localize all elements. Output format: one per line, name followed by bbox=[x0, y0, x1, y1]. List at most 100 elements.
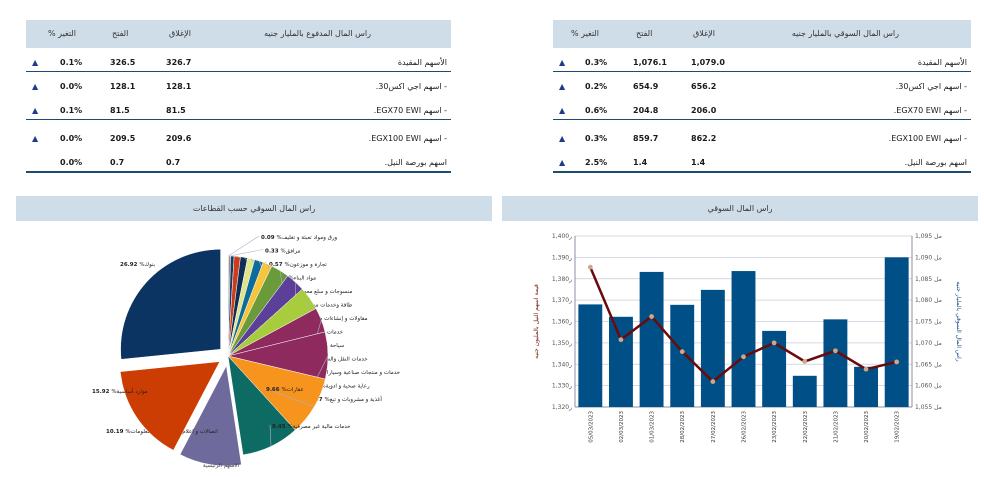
slice-label: 7.67 %أغذية و مشروبات و تبغ bbox=[309, 395, 382, 403]
x-tick-label: 22/02/2023 bbox=[803, 411, 809, 443]
row-label: - اسهم EGX100 EWI. bbox=[889, 134, 967, 143]
close-value: 206.0 bbox=[691, 106, 716, 115]
change-value: 0.3% bbox=[585, 134, 607, 143]
table-row: - اسهم EGX100 EWI. 209.6 209.5 0.0% ▲ bbox=[26, 128, 451, 150]
close-value: 656.2 bbox=[691, 82, 716, 91]
line-point bbox=[833, 348, 838, 353]
line-point bbox=[710, 379, 715, 384]
change-value: 0.0% bbox=[60, 82, 82, 91]
row-label: - اسهم اجي اكس30. bbox=[376, 82, 447, 91]
open-value: 204.8 bbox=[633, 106, 658, 115]
up-arrow-icon: ▲ bbox=[559, 158, 565, 167]
slice-label: 26.92 %بنوك bbox=[120, 262, 156, 268]
close-value: 0.7 bbox=[166, 158, 180, 167]
up-arrow-icon: ▲ bbox=[32, 106, 38, 115]
row-label: اسهم بورصة النيل. bbox=[905, 158, 967, 167]
open-value: 1.4 bbox=[633, 158, 647, 167]
header-close: الإغلاق bbox=[169, 29, 191, 38]
open-value: 209.5 bbox=[110, 134, 135, 143]
pie-caption: الاسهم الرئيسية bbox=[203, 463, 240, 469]
open-value: 859.7 bbox=[633, 134, 658, 143]
left-tick-label: 1,380ر bbox=[552, 276, 572, 283]
open-value: 128.1 bbox=[110, 82, 135, 91]
slice-label: 9.66 %عقارات bbox=[266, 387, 304, 393]
up-arrow-icon: ▲ bbox=[32, 134, 38, 143]
bar bbox=[640, 272, 664, 407]
slice-label: 15.92 %موارد أساسية bbox=[92, 387, 148, 395]
open-value: 654.9 bbox=[633, 82, 658, 91]
x-tick-label: 19/02/2023 bbox=[895, 411, 901, 443]
change-value: 0.1% bbox=[60, 58, 82, 67]
change-value: 0.0% bbox=[60, 134, 82, 143]
line-point bbox=[802, 359, 807, 364]
x-tick-label: 27/02/2023 bbox=[711, 411, 717, 443]
row-label: - اسهم اجي اكس30. bbox=[896, 82, 967, 91]
table-header: راس المال السوقي بالمليار جنيه الإغلاق ا… bbox=[553, 20, 971, 48]
row-divider bbox=[553, 171, 971, 173]
line-point bbox=[894, 359, 899, 364]
close-value: 209.6 bbox=[166, 134, 191, 143]
x-tick-label: 05/03/2023 bbox=[588, 411, 594, 443]
panel-title: راس المال السوقي bbox=[502, 196, 978, 221]
market-cap-table: راس المال السوقي بالمليار جنيه الإغلاق ا… bbox=[553, 20, 971, 48]
row-label: - اسهم EGX70 EWI. bbox=[894, 106, 967, 115]
right-tick-label: مل 1,065 bbox=[915, 361, 942, 368]
row-label: - اسهم EGX70 EWI. bbox=[374, 106, 447, 115]
bar bbox=[670, 305, 694, 407]
table-row: - اسهم اجي اكس30. 656.2 654.9 0.2% ▲ bbox=[553, 76, 971, 98]
open-value: 1,076.1 bbox=[633, 58, 667, 67]
row-label: الأسهم المقيدة bbox=[398, 58, 447, 67]
row-divider bbox=[26, 119, 451, 120]
bar bbox=[578, 304, 602, 407]
right-tick-label: مل 1,055 bbox=[915, 404, 942, 411]
slice-label: 0.57 %تجارة و موزعون bbox=[269, 262, 327, 268]
change-value: 0.2% bbox=[585, 82, 607, 91]
line-point bbox=[864, 367, 869, 372]
change-value: 0.1% bbox=[60, 106, 82, 115]
right-axis-title: راس المال السوقي بالمليار جنيه bbox=[955, 281, 962, 361]
left-tick-label: 1,360ر bbox=[552, 319, 572, 326]
header-change: % التغير bbox=[48, 29, 76, 38]
bar bbox=[793, 376, 817, 407]
panel-title: راس المال السوقي حسب القطاعات bbox=[16, 196, 492, 221]
bar bbox=[854, 367, 878, 407]
right-tick-label: مل 1,090 bbox=[915, 254, 942, 261]
close-value: 1.4 bbox=[691, 158, 705, 167]
left-tick-label: 1,400ر bbox=[552, 233, 572, 240]
line-point bbox=[619, 337, 624, 342]
change-value: 0.0% bbox=[60, 158, 82, 167]
bar bbox=[885, 257, 909, 407]
row-label: - اسهم EGX100 EWI. bbox=[369, 134, 447, 143]
sector-pie-panel: راس المال السوقي حسب القطاعات 0.09 %ورق … bbox=[16, 196, 492, 471]
paid-capital-table: راس المال المدفوع بالمليار جنيه الإغلاق … bbox=[26, 20, 451, 48]
bar bbox=[732, 271, 756, 407]
left-tick-label: 1,330ر bbox=[552, 383, 572, 390]
leader-line bbox=[230, 250, 263, 257]
left-tick-label: 1,320ر bbox=[552, 404, 572, 411]
bar bbox=[823, 319, 847, 407]
x-tick-label: 20/02/2023 bbox=[864, 411, 870, 443]
right-tick-label: مل 1,060 bbox=[915, 383, 942, 390]
left-tick-label: 1,390ر bbox=[552, 254, 572, 261]
change-value: 2.5% bbox=[585, 158, 607, 167]
header-open: الفتح bbox=[636, 29, 652, 38]
market-cap-combo-chart: 1,320ر1,330ر1,340ر1,350ر1,360ر1,370ر1,38… bbox=[502, 221, 984, 477]
table-header: راس المال المدفوع بالمليار جنيه الإغلاق … bbox=[26, 20, 451, 48]
up-arrow-icon: ▲ bbox=[559, 82, 565, 91]
open-value: 81.5 bbox=[110, 106, 130, 115]
slice-label: 0.09 %ورق ومواد تعبئة و تغليف bbox=[261, 235, 338, 241]
row-divider bbox=[26, 171, 451, 173]
x-tick-label: 28/02/2023 bbox=[680, 411, 686, 443]
x-tick-label: 23/02/2023 bbox=[772, 411, 778, 443]
right-tick-label: مل 1,075 bbox=[915, 319, 942, 326]
left-tick-label: 1,350ر bbox=[552, 340, 572, 347]
line-point bbox=[588, 265, 593, 270]
row-divider bbox=[553, 119, 971, 120]
line-point bbox=[649, 314, 654, 319]
right-tick-label: مل 1,095 bbox=[915, 233, 942, 240]
row-divider bbox=[553, 71, 971, 72]
change-value: 0.6% bbox=[585, 106, 607, 115]
